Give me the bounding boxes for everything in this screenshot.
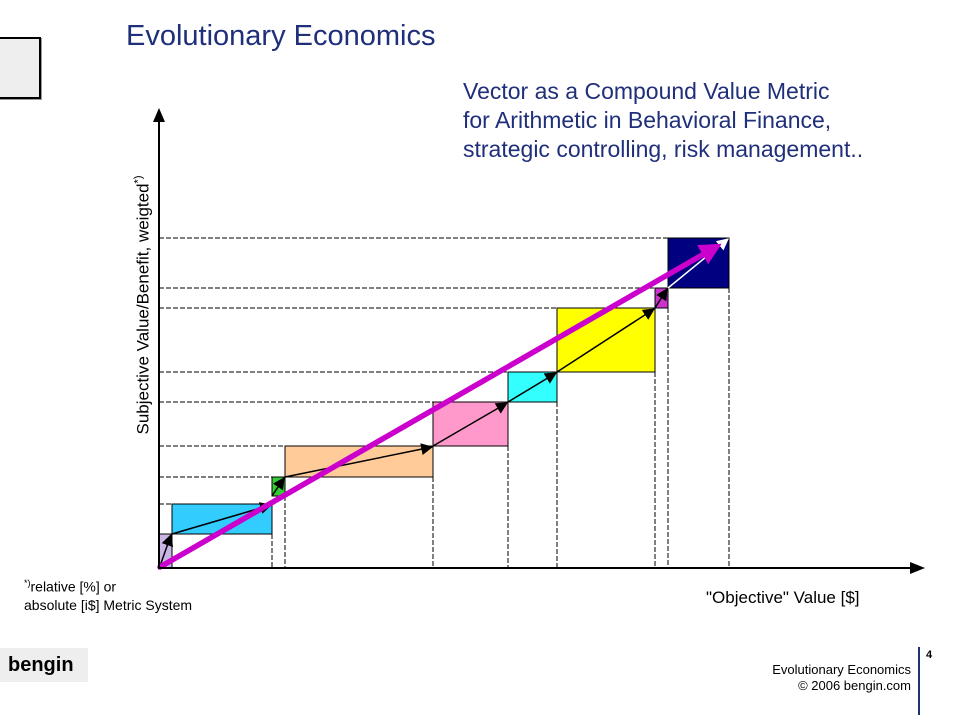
footnote-text-1: relative [%] or: [30, 578, 117, 595]
compound-vector: [157, 243, 722, 570]
x-axis-arrowhead: [910, 562, 925, 574]
footer-copyright: © 2006 bengin.com: [798, 678, 911, 693]
component-vector: [271, 477, 285, 497]
y-axis-label-marker: *): [132, 175, 145, 184]
slide-title: Evolutionary Economics: [126, 20, 436, 52]
footer-divider: [918, 647, 920, 715]
footnote-line-2: absolute [i$] Metric System: [24, 596, 193, 613]
guide-lines: [159, 237, 730, 568]
component-vector: [284, 443, 434, 478]
brand-logo: bengin: [0, 648, 88, 682]
footer-title: Evolutionary Economics: [772, 662, 911, 677]
component-vector: [432, 402, 509, 447]
subtitle-line-2: for Arithmetic in Behavioral Finance,: [463, 107, 832, 133]
axes: [153, 108, 925, 574]
y-axis-label: Subjective Value/Benefit, weigted*): [133, 175, 154, 434]
decorative-box: [0, 37, 41, 99]
component-vector: [556, 308, 656, 373]
footnote: *)relative [%] or absolute [i$] Metric S…: [24, 574, 192, 614]
subtitle: Vector as a Compound Value Metric for Ar…: [463, 77, 863, 164]
y-axis-label-text: Subjective Value/Benefit, weigted: [133, 183, 153, 435]
page-number: 4: [926, 649, 933, 661]
component-vector: [654, 287, 668, 309]
footnote-marker: *): [24, 578, 31, 588]
subtitle-line-3: strategic controlling, risk management..: [463, 136, 864, 162]
component-vector: [507, 372, 558, 403]
footnote-line-1: *)relative [%] or: [24, 574, 192, 596]
x-axis-label: "Objective" Value [$]: [706, 588, 860, 607]
component-vector: [159, 533, 174, 567]
subtitle-line-1: Vector as a Compound Value Metric: [463, 78, 830, 104]
y-axis-arrowhead: [153, 108, 165, 122]
